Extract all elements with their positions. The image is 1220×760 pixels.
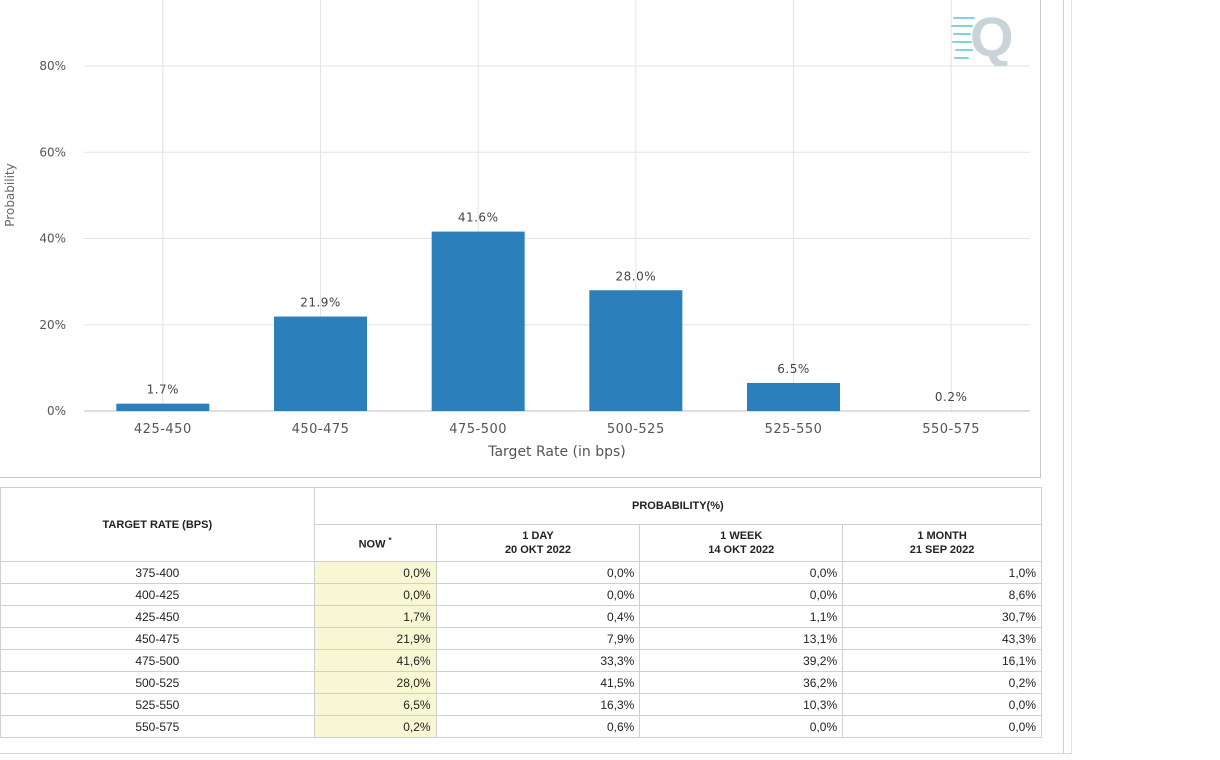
rate-cell: 375-400 — [0, 561, 315, 584]
y-tick-label: 60% — [39, 145, 66, 159]
probability-header: PROBABILITY(%) — [313, 487, 1043, 525]
table-row: 550-575 0,2% 0,6% 0,0% 0,0% — [0, 715, 1042, 738]
rate-cell: 425-450 — [0, 605, 315, 628]
rate-cell: 500-525 — [0, 671, 315, 694]
target-rate-header: TARGET RATE (BPS) — [0, 487, 315, 562]
now-cell: 28,0% — [313, 671, 437, 694]
x-tick-label: 500-525 — [607, 422, 665, 437]
y-tick-label: 80% — [39, 59, 66, 73]
one-day-cell: 0,4% — [435, 605, 641, 628]
x-tick-label: 425-450 — [134, 422, 192, 437]
rate-cell: 475-500 — [0, 649, 315, 672]
table-row: 450-475 21,9% 7,9% 13,1% 43,3% — [0, 627, 1042, 650]
probability-chart: 0% 20% 40% 60% 80% 1.7% 425-450 21.9% 450-475 41.… — [3, 0, 1030, 460]
one-month-column-header: 1 MONTH 21 SEP 2022 — [842, 524, 1042, 562]
one-day-cell: 7,9% — [435, 627, 641, 650]
one-month-cell: 1,0% — [842, 561, 1042, 584]
y-axis-title: Probability — [3, 163, 17, 226]
chart-panel-border — [1040, 0, 1041, 478]
bar-475-500[interactable] — [431, 231, 525, 411]
x-tick-label: 525-550 — [765, 422, 823, 437]
now-cell: 0,0% — [313, 561, 437, 584]
rate-cell: 400-425 — [0, 583, 315, 606]
bar-450-475[interactable] — [274, 316, 367, 411]
one-day-cell: 33,3% — [435, 649, 641, 672]
scrollbar-track[interactable] — [1063, 0, 1064, 754]
one-month-cell: 43,3% — [842, 627, 1042, 650]
y-tick-label: 0% — [47, 404, 66, 418]
table-row: 475-500 41,6% 33,3% 39,2% 16,1% — [0, 649, 1042, 672]
x-tick-label: 450-475 — [292, 422, 350, 437]
one-month-cell: 30,7% — [842, 605, 1042, 628]
x-axis-title: Target Rate (in bps) — [487, 444, 626, 460]
one-week-cell: 36,2% — [639, 671, 844, 694]
now-cell: 0,0% — [313, 583, 437, 606]
one-week-cell: 1,1% — [639, 605, 844, 628]
table-row: 375-400 0,0% 0,0% 0,0% 1,0% — [0, 561, 1042, 584]
scrollbar-edge — [1071, 0, 1072, 754]
bar-425-450[interactable] — [116, 403, 210, 411]
x-tick-label: 550-575 — [922, 422, 980, 437]
one-week-cell: 0,0% — [639, 583, 844, 606]
table-row: 525-550 6,5% 16,3% 10,3% 0,0% — [0, 693, 1042, 716]
bar-500-525[interactable] — [589, 290, 683, 411]
one-month-cell: 0,2% — [842, 671, 1042, 694]
probability-table: TARGET RATE (BPS) PROBABILITY(%) NOW * 1… — [0, 487, 1043, 738]
table-row: 425-450 1,7% 0,4% 1,1% 30,7% — [0, 605, 1042, 628]
now-column-header: NOW * — [313, 524, 437, 562]
one-day-cell: 0,6% — [435, 715, 641, 738]
rate-cell: 450-475 — [0, 627, 315, 650]
now-cell: 6,5% — [313, 693, 437, 716]
rate-cell: 525-550 — [0, 693, 315, 716]
one-month-cell: 8,6% — [842, 583, 1042, 606]
one-week-column-header: 1 WEEK 14 OKT 2022 — [639, 524, 844, 562]
one-month-cell: 0,0% — [842, 715, 1042, 738]
one-month-cell: 16,1% — [842, 649, 1042, 672]
one-day-cell: 41,5% — [435, 671, 641, 694]
x-tick-label: 475-500 — [449, 422, 507, 437]
y-tick-label: 40% — [39, 232, 66, 246]
now-cell: 41,6% — [313, 649, 437, 672]
one-week-cell: 0,0% — [639, 715, 844, 738]
one-week-cell: 0,0% — [639, 561, 844, 584]
one-week-cell: 10,3% — [639, 693, 844, 716]
page-bottom-divider — [0, 753, 1072, 754]
one-day-cell: 0,0% — [435, 583, 641, 606]
now-cell: 1,7% — [313, 605, 437, 628]
svg-text:Q: Q — [970, 5, 1014, 66]
now-cell: 0,2% — [313, 715, 437, 738]
one-month-cell: 0,0% — [842, 693, 1042, 716]
bar-data-label: 41.6% — [458, 211, 499, 225]
one-week-cell: 13,1% — [639, 627, 844, 650]
bar-data-label: 6.5% — [777, 362, 810, 376]
bar-data-label: 21.9% — [300, 296, 341, 310]
bar-525-550[interactable] — [747, 382, 840, 411]
one-week-cell: 39,2% — [639, 649, 844, 672]
bar-data-label: 1.7% — [147, 383, 180, 397]
one-day-cell: 16,3% — [435, 693, 641, 716]
one-day-cell: 0,0% — [435, 561, 641, 584]
table-row: 400-425 0,0% 0,0% 0,0% 8,6% — [0, 583, 1042, 606]
bar-data-label: 28.0% — [616, 269, 657, 283]
chart-panel-border-bottom — [0, 477, 1041, 478]
quikstrike-logo-icon: Q — [951, 5, 1014, 66]
bar-data-label: 0.2% — [935, 390, 968, 404]
now-cell: 21,9% — [313, 627, 437, 650]
y-tick-label: 20% — [39, 318, 66, 332]
one-day-column-header: 1 DAY 20 OKT 2022 — [435, 524, 641, 562]
rate-cell: 550-575 — [0, 715, 315, 738]
table-row: 500-525 28,0% 41,5% 36,2% 0,2% — [0, 671, 1042, 694]
